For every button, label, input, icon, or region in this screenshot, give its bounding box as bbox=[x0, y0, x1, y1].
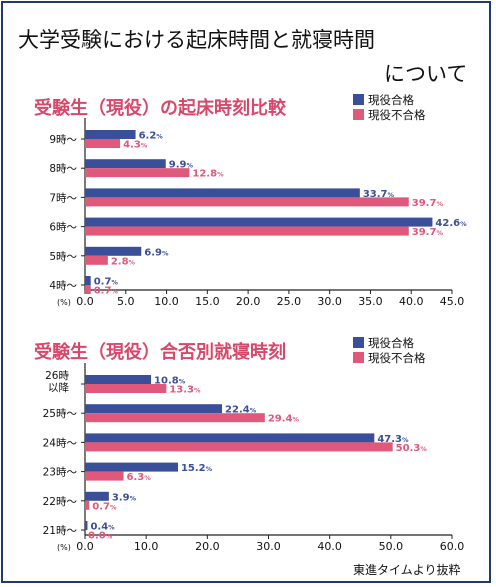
legend-swatch-fail bbox=[353, 109, 364, 120]
page-title: 大学受験における起床時間と就寝時間 bbox=[18, 28, 375, 52]
wake-chart-legend: 現役合格 現役不合格 bbox=[353, 92, 426, 122]
legend-swatch-fail bbox=[353, 352, 364, 363]
source-note: 東進タイムより抜粋 bbox=[353, 563, 461, 577]
wake-chart-title: 受験生（現役）の起床時刻比較 bbox=[34, 98, 286, 119]
legend-label-pass: 現役合格 bbox=[368, 335, 414, 350]
sleep-chart-legend: 現役合格 現役不合格 bbox=[353, 335, 426, 365]
legend-swatch-pass bbox=[353, 337, 364, 348]
legend-label-fail: 現役不合格 bbox=[368, 350, 426, 365]
page-title-continued: について bbox=[384, 62, 468, 86]
legend-swatch-pass bbox=[353, 94, 364, 105]
legend-label-pass: 現役合格 bbox=[368, 92, 414, 107]
legend-label-fail: 現役不合格 bbox=[368, 107, 426, 122]
sleep-chart-title: 受験生（現役）合否別就寝時刻 bbox=[34, 342, 286, 363]
chart-frame bbox=[1, 1, 491, 583]
